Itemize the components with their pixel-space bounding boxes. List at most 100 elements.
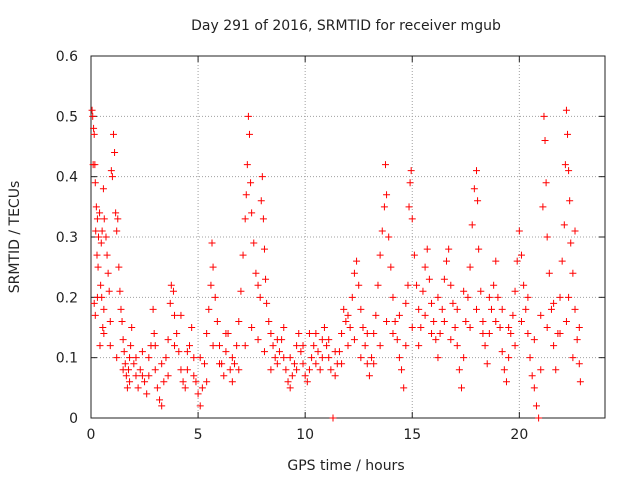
data-point	[90, 124, 98, 132]
data-point	[156, 396, 164, 404]
data-point	[126, 354, 134, 362]
data-point	[303, 378, 311, 386]
data-point	[374, 281, 382, 289]
data-point	[323, 342, 331, 350]
data-point	[207, 281, 215, 289]
data-point	[260, 348, 268, 356]
data-point	[453, 305, 461, 313]
data-point	[565, 293, 573, 301]
data-point	[372, 311, 380, 319]
data-point	[507, 330, 515, 338]
data-point	[112, 209, 120, 217]
data-point	[505, 324, 513, 331]
data-point	[481, 342, 489, 350]
data-point	[181, 384, 189, 392]
data-point	[247, 179, 255, 187]
data-point	[473, 167, 480, 175]
data-point	[175, 348, 183, 356]
data-point	[566, 197, 574, 205]
data-point	[558, 257, 566, 265]
data-point	[355, 281, 363, 289]
data-point	[406, 179, 414, 187]
data-point	[505, 354, 513, 362]
data-point	[150, 330, 158, 338]
data-point	[560, 221, 568, 229]
data-point	[171, 342, 179, 350]
data-point	[299, 342, 307, 350]
x-tick-label: 20	[510, 427, 528, 443]
data-point	[569, 269, 577, 277]
data-point	[314, 348, 322, 356]
data-point	[109, 130, 117, 138]
data-point	[93, 215, 101, 223]
data-point	[408, 324, 416, 331]
data-points	[88, 106, 584, 422]
data-point	[413, 281, 421, 289]
data-point	[271, 354, 279, 362]
data-point	[543, 324, 551, 331]
data-point	[432, 336, 440, 344]
data-point	[91, 311, 99, 319]
data-point	[537, 311, 545, 319]
data-point	[436, 330, 444, 338]
y-tick-label: 0.3	[56, 230, 78, 246]
data-point	[447, 281, 455, 289]
data-point	[263, 299, 271, 307]
data-point	[473, 305, 480, 313]
data-point	[402, 342, 410, 350]
data-point	[460, 287, 468, 295]
data-point	[539, 203, 547, 211]
data-point	[395, 354, 403, 362]
data-point	[346, 324, 354, 331]
data-point	[331, 348, 339, 356]
data-point	[338, 330, 346, 338]
data-point	[494, 293, 502, 301]
data-point	[241, 215, 249, 223]
data-point	[564, 130, 572, 138]
data-point	[119, 366, 127, 374]
x-tick-label: 5	[194, 427, 203, 443]
data-point	[407, 167, 415, 175]
data-point	[105, 287, 113, 295]
data-point	[222, 330, 230, 338]
data-point	[173, 330, 181, 338]
data-point	[248, 324, 256, 331]
data-point	[138, 348, 146, 356]
data-point	[286, 354, 294, 362]
data-point	[128, 324, 136, 331]
data-point	[511, 287, 519, 295]
data-point	[462, 317, 470, 325]
data-point	[293, 366, 301, 374]
data-point	[235, 366, 243, 374]
data-point	[118, 317, 126, 325]
data-point	[316, 366, 324, 374]
data-point	[116, 287, 124, 295]
data-point	[103, 251, 111, 259]
data-point	[565, 167, 573, 175]
data-point	[99, 324, 107, 331]
data-point	[257, 197, 265, 205]
data-point	[90, 130, 98, 138]
axis-ticks	[90, 55, 605, 419]
data-point	[280, 324, 288, 331]
data-point	[502, 378, 510, 386]
y-axis-label: SRMTID / TECUs	[7, 181, 23, 294]
data-point	[383, 317, 391, 325]
data-point	[113, 227, 121, 235]
data-point	[235, 317, 243, 325]
data-point	[94, 263, 102, 271]
data-point	[209, 263, 217, 271]
data-point	[108, 173, 116, 181]
data-point	[192, 378, 200, 386]
data-point	[213, 317, 221, 325]
data-point	[269, 342, 277, 350]
data-point	[106, 342, 114, 350]
data-point	[295, 330, 303, 338]
x-axis-label: GPS time / hours	[287, 458, 404, 474]
data-point	[216, 360, 223, 368]
data-point	[485, 293, 493, 301]
data-point	[107, 167, 115, 175]
data-point	[430, 317, 438, 325]
data-point	[421, 311, 429, 319]
data-point	[114, 215, 122, 223]
